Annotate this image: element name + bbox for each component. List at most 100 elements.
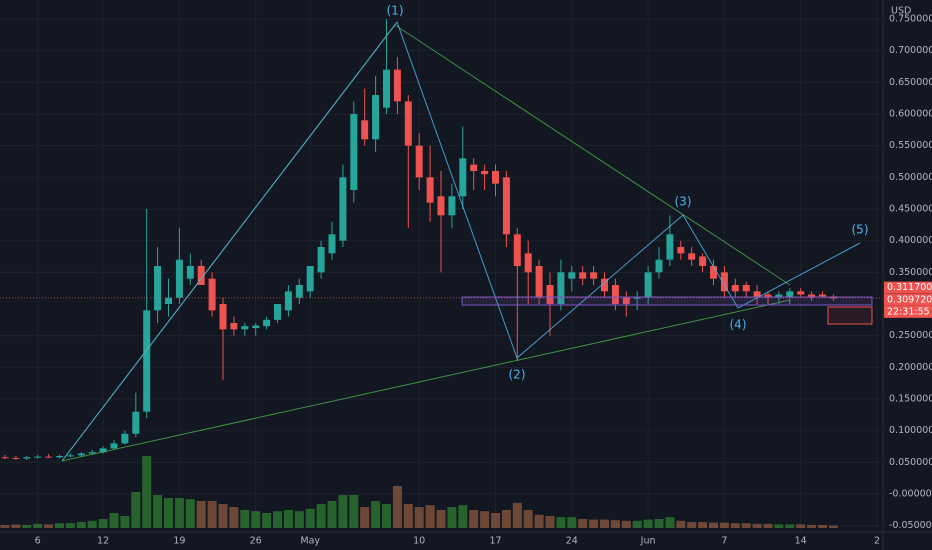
price-label: 0.31170000 [887, 282, 932, 293]
volume-bar [425, 505, 435, 528]
candle-body [611, 285, 619, 304]
volume-bar [469, 510, 479, 528]
candle-body [710, 266, 717, 279]
volume-bar [763, 523, 773, 528]
candle-body [45, 456, 53, 458]
candle-body [230, 323, 238, 330]
candle-body [546, 285, 554, 304]
volume-bar [0, 525, 10, 528]
candle-body [590, 272, 598, 279]
candle-body [23, 457, 31, 459]
candle-body [12, 457, 20, 459]
wave-label: (2) [509, 368, 526, 382]
volume-bar [327, 501, 337, 528]
volume-bar [174, 498, 184, 528]
y-tick-label: 0.15000000 [889, 394, 932, 405]
x-tick-label: 17 [489, 536, 501, 547]
y-tick-label: -0.05000000 [889, 520, 932, 531]
candle-body [502, 177, 510, 235]
candle-body [557, 272, 565, 304]
candle-body [666, 234, 674, 260]
x-tick-label: 14 [795, 536, 807, 547]
y-tick-label: 0.25000000 [889, 330, 932, 341]
volume-bar [65, 523, 75, 528]
candle-body [175, 259, 183, 298]
volume-bar [491, 513, 500, 528]
candle-body [677, 247, 685, 254]
volume-bar [240, 510, 250, 528]
volume-bar [687, 522, 697, 528]
x-tick-label: Jun [640, 536, 656, 547]
volume-bar [360, 507, 370, 528]
volume-bar [273, 511, 282, 528]
candle-body [328, 234, 336, 254]
x-tick-label: 12 [97, 536, 109, 547]
candle-body [317, 247, 325, 273]
candle-layer [1, 19, 837, 460]
candle-body [764, 294, 772, 298]
wave-label: (4) [730, 318, 747, 332]
candle-body [1, 457, 9, 459]
candle-body [655, 259, 663, 273]
axes: 0.75000000 0.70000000 0.65000000 0.60000000… [35, 14, 932, 547]
candle-body [393, 69, 401, 102]
candle-body [274, 304, 281, 320]
wave-label: (5) [852, 223, 869, 237]
candle-body [306, 266, 314, 292]
target-box [827, 306, 873, 325]
volume-bar [512, 502, 522, 528]
candle-body [797, 291, 805, 295]
candle-body [34, 456, 42, 458]
candle-body [263, 319, 271, 327]
volume-bar [436, 510, 446, 528]
candle-body [492, 171, 499, 184]
candle-body [372, 95, 380, 140]
volume-bar [578, 519, 588, 528]
candle-body [154, 266, 162, 311]
x-tick-label: May [300, 536, 320, 547]
candle-body [219, 304, 227, 330]
volume-bar [709, 522, 718, 528]
volume-bar [796, 524, 806, 528]
candle-body [524, 253, 532, 273]
volume-bar [643, 519, 653, 528]
price-label: 0.30972000 [887, 294, 932, 305]
drawings [61, 20, 873, 462]
candle-body [753, 291, 761, 298]
volume-bar [207, 501, 217, 528]
candle-body [56, 456, 63, 458]
volume-bar [741, 523, 751, 528]
candle-body [459, 158, 467, 197]
volume-bar [87, 520, 97, 528]
volume-bar [392, 486, 402, 528]
candle-body [601, 278, 608, 292]
candle-body [535, 266, 543, 298]
volume-bar [338, 495, 348, 528]
volume-bar [294, 511, 304, 528]
volume-bar [458, 505, 468, 528]
candle-body [579, 272, 587, 279]
y-tick-label: -0.00000000 [889, 489, 932, 500]
volume-bar [131, 492, 141, 528]
volume-bar [44, 524, 54, 528]
volume-bar [218, 504, 228, 528]
volume-bar [818, 525, 827, 528]
volume-bar [251, 511, 261, 528]
volume-bar [55, 523, 64, 528]
x-tick-label: 19 [173, 536, 185, 547]
x-tick-label: 24 [566, 536, 578, 547]
volume-bar [621, 520, 631, 528]
volume-bar [752, 523, 762, 528]
y-tick-label: 0.70000000 [889, 45, 932, 56]
x-tick-label: 26 [250, 536, 262, 547]
volume-bar [480, 511, 490, 528]
candle-body [775, 294, 783, 298]
candle-body [66, 455, 74, 457]
volume-bar [262, 513, 272, 528]
volume-bar [501, 510, 511, 528]
candle-body [633, 297, 641, 299]
price-label-bg [884, 293, 932, 306]
y-tick-label: 0.50000000 [889, 172, 932, 183]
volume-bar [142, 456, 152, 528]
